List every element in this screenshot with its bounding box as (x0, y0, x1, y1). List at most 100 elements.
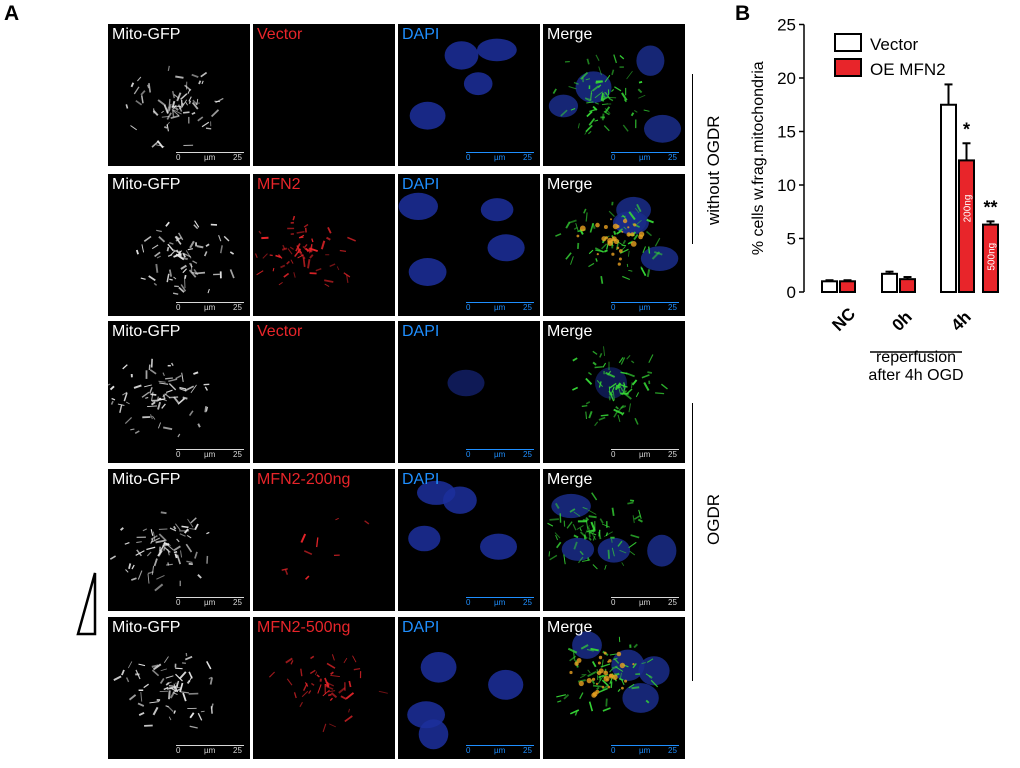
y-tick-label: 0 (787, 283, 796, 302)
channel-label: DAPI (402, 176, 440, 193)
scale-bar-start: 0 (466, 746, 471, 755)
scale-bar-unit: µm (494, 598, 506, 607)
scale-bar-line (611, 449, 679, 450)
scale-bar-unit: µm (639, 450, 651, 459)
scale-bar-start: 0 (611, 598, 616, 607)
x-tick-label: 4h (947, 307, 974, 334)
channel-label: Merge (547, 619, 593, 636)
scale-bar-line (611, 302, 679, 303)
scale-bar-end: 25 (523, 746, 532, 755)
micrograph-tile: Mito-GFP 0 µm 25 (108, 469, 250, 611)
micrograph-tile: DAPI 0 µm 25 (398, 617, 540, 759)
scale-bar-end: 25 (233, 303, 242, 312)
panel-a-letter: A (4, 2, 20, 25)
ogdr-bracket (692, 403, 693, 681)
bar-chart: 0 5 10 15 20 25 % cells w.frag.mitochondria NC 0… (750, 16, 999, 384)
y-axis-title: % cells w.frag.mitochondria (750, 61, 767, 255)
y-tick-label: 5 (787, 230, 796, 249)
scale-bar-line (466, 152, 534, 153)
scale-bar: 0 µm 25 (466, 302, 534, 313)
scale-bar-line (176, 302, 244, 303)
micrograph-tile: DAPI 0 µm 25 (398, 174, 540, 316)
scale-bar-start: 0 (176, 598, 181, 607)
scale-bar-start: 0 (466, 303, 471, 312)
bar (899, 278, 916, 294)
scale-bar: 0 µm 25 (611, 302, 679, 313)
scale-bar: 0 µm 25 (176, 745, 244, 756)
scale-bar-unit: µm (204, 153, 216, 162)
scale-bar-start: 0 (176, 450, 181, 459)
scale-bar-line (176, 597, 244, 598)
y-tick-label: 10 (777, 176, 796, 195)
scale-bar-start: 0 (611, 153, 616, 162)
legend-label-oe-mfn2: OE MFN2 (870, 60, 946, 79)
channel-label: Merge (547, 323, 593, 340)
scale-bar: 0 µm 25 (466, 597, 534, 608)
scale-bar-line (176, 152, 244, 153)
micrograph-tile: Merge 0 µm 25 (543, 617, 685, 759)
scale-bar-end: 25 (233, 598, 242, 607)
channel-label: Merge (547, 471, 593, 488)
significance-mark: * (963, 119, 970, 139)
scale-bar-unit: µm (204, 450, 216, 459)
scale-bar-line (466, 449, 534, 450)
scale-bar: 0 µm 25 (611, 745, 679, 756)
micrograph-tile: MFN2-200ng (253, 469, 395, 611)
channel-label: Mito-GFP (112, 471, 181, 488)
scale-bar-start: 0 (611, 746, 616, 755)
y-tick-label: 20 (777, 69, 796, 88)
y-tick-label: 25 (777, 16, 796, 35)
legend-swatch-vector (834, 33, 862, 52)
scale-bar-line (611, 597, 679, 598)
scale-bar-start: 0 (466, 598, 471, 607)
scale-bar-end: 25 (668, 450, 677, 459)
scale-bar-end: 25 (668, 303, 677, 312)
scale-bar-line (611, 745, 679, 746)
scale-bar-start: 0 (176, 303, 181, 312)
dose-wedge-icon (76, 572, 97, 636)
scale-bar: 0 µm 25 (466, 449, 534, 460)
channel-label: MFN2 (257, 176, 301, 193)
micrograph-tile: Merge 0 µm 25 (543, 469, 685, 611)
group-label-line1: reperfusion (876, 349, 956, 366)
micrograph-tile: Merge 0 µm 25 (543, 24, 685, 166)
scale-bar-end: 25 (523, 598, 532, 607)
micrograph-tile: Vector (253, 24, 395, 166)
scale-bar-unit: µm (639, 153, 651, 162)
micrograph-tile: MFN2-500ng (253, 617, 395, 759)
scale-bar-unit: µm (494, 746, 506, 755)
scale-bar-end: 25 (523, 450, 532, 459)
scale-bar-start: 0 (611, 450, 616, 459)
scale-bar-end: 25 (668, 746, 677, 755)
scale-bar-end: 25 (523, 303, 532, 312)
scale-bar-start: 0 (466, 153, 471, 162)
micrograph-tile: MFN2 (253, 174, 395, 316)
scale-bar-line (466, 597, 534, 598)
scale-bar-end: 25 (668, 153, 677, 162)
channel-label: DAPI (402, 619, 440, 636)
scale-bar-line (176, 745, 244, 746)
scale-bar-start: 0 (176, 153, 181, 162)
scale-bar-start: 0 (466, 450, 471, 459)
scale-bar-unit: µm (494, 303, 506, 312)
scale-bar-unit: µm (204, 598, 216, 607)
scale-bar-unit: µm (494, 450, 506, 459)
scale-bar-unit: µm (639, 598, 651, 607)
micrograph-tile: Merge 0 µm 25 (543, 321, 685, 463)
channel-label: Mito-GFP (112, 323, 181, 340)
scale-bar: 0 µm 25 (611, 449, 679, 460)
channel-label: MFN2-200ng (257, 471, 351, 488)
channel-label: DAPI (402, 26, 440, 43)
micrograph-tile: DAPI 0 µm 25 (398, 24, 540, 166)
scale-bar-line (611, 152, 679, 153)
scale-bar-end: 25 (233, 746, 242, 755)
scale-bar-end: 25 (233, 450, 242, 459)
bar (821, 280, 838, 293)
scale-bar-start: 0 (611, 303, 616, 312)
x-tick-label: 0h (888, 307, 915, 334)
bar (881, 272, 898, 293)
channel-label: Mito-GFP (112, 176, 181, 193)
scale-bar: 0 µm 25 (176, 302, 244, 313)
channel-label: Vector (257, 323, 303, 340)
ogdr-label: OGDR (704, 494, 723, 545)
